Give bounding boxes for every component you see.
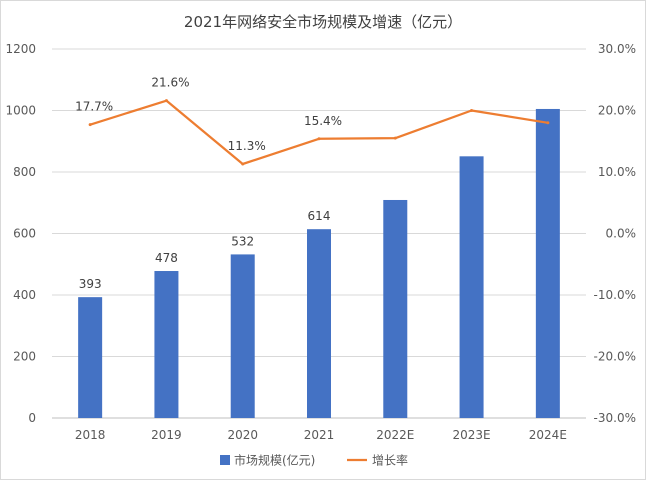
x-tick-label: 2022E bbox=[376, 428, 414, 442]
x-tick-label: 2023E bbox=[453, 428, 491, 442]
x-axis-ticks: 2018 2019 2020 2021 2022E 2023E 2024E bbox=[75, 428, 567, 442]
line-value-label: 21.6% bbox=[151, 76, 189, 90]
legend-label-bar: 市场规模(亿元) bbox=[234, 453, 315, 468]
left-tick-label: 400 bbox=[13, 288, 36, 302]
line-value-label: 17.7% bbox=[75, 100, 113, 114]
line-point bbox=[470, 109, 474, 112]
bar-value-label: 532 bbox=[231, 234, 254, 248]
left-axis-ticks: 0 200 400 600 800 1000 1200 bbox=[5, 42, 36, 425]
left-tick-label: 600 bbox=[13, 227, 36, 241]
right-tick-label: 0.0% bbox=[606, 227, 637, 241]
left-tick-label: 0 bbox=[28, 411, 36, 425]
bar-data-labels: 393 478 532 614 bbox=[79, 209, 331, 291]
bar-value-label: 478 bbox=[155, 251, 178, 265]
bar bbox=[459, 156, 484, 418]
right-tick-label: -10.0% bbox=[594, 288, 636, 302]
bar bbox=[230, 254, 255, 418]
line-point bbox=[164, 99, 168, 103]
line-point bbox=[317, 137, 321, 141]
legend-swatch-bar bbox=[220, 455, 230, 465]
x-tick-label: 2024E bbox=[529, 428, 567, 442]
bar bbox=[307, 229, 331, 418]
bar-value-label: 393 bbox=[79, 277, 102, 291]
right-tick-label: -20.0% bbox=[594, 350, 636, 364]
x-tick-label: 2018 bbox=[75, 428, 106, 442]
line-point bbox=[88, 123, 92, 127]
left-tick-label: 800 bbox=[13, 165, 36, 179]
bar bbox=[78, 297, 103, 418]
line-point bbox=[546, 121, 550, 125]
line-value-label: 15.4% bbox=[304, 114, 342, 128]
line-point bbox=[393, 136, 397, 140]
bar bbox=[383, 199, 408, 418]
right-tick-label: -30.0% bbox=[594, 411, 636, 425]
right-tick-label: 30.0% bbox=[598, 42, 636, 56]
right-tick-label: 20.0% bbox=[598, 104, 636, 118]
bar-value-label: 614 bbox=[308, 209, 331, 223]
legend: 市场规模(亿元) 增长率 bbox=[220, 453, 408, 468]
chart-title: 2021年网络安全市场规模及增速（亿元） bbox=[184, 13, 462, 31]
x-tick-label: 2020 bbox=[227, 428, 258, 442]
gridlines bbox=[52, 48, 586, 419]
line-point bbox=[241, 162, 245, 166]
right-tick-label: 10.0% bbox=[598, 165, 636, 179]
line-data-labels: 17.7% 21.6% 11.3% 15.4% bbox=[75, 76, 342, 153]
legend-label-line: 增长率 bbox=[372, 453, 408, 468]
line-value-label: 11.3% bbox=[228, 139, 266, 153]
bar-series bbox=[78, 108, 560, 419]
right-axis-ticks: -30.0% -20.0% -10.0% 0.0% 10.0% 20.0% 30.0% bbox=[594, 42, 636, 425]
left-tick-label: 1000 bbox=[5, 104, 36, 118]
bar bbox=[535, 108, 560, 419]
left-tick-label: 200 bbox=[13, 350, 36, 364]
x-tick-label: 2019 bbox=[151, 428, 182, 442]
bar bbox=[154, 271, 179, 418]
left-tick-label: 1200 bbox=[5, 42, 36, 56]
line-series bbox=[88, 99, 550, 166]
x-tick-label: 2021 bbox=[304, 428, 335, 442]
